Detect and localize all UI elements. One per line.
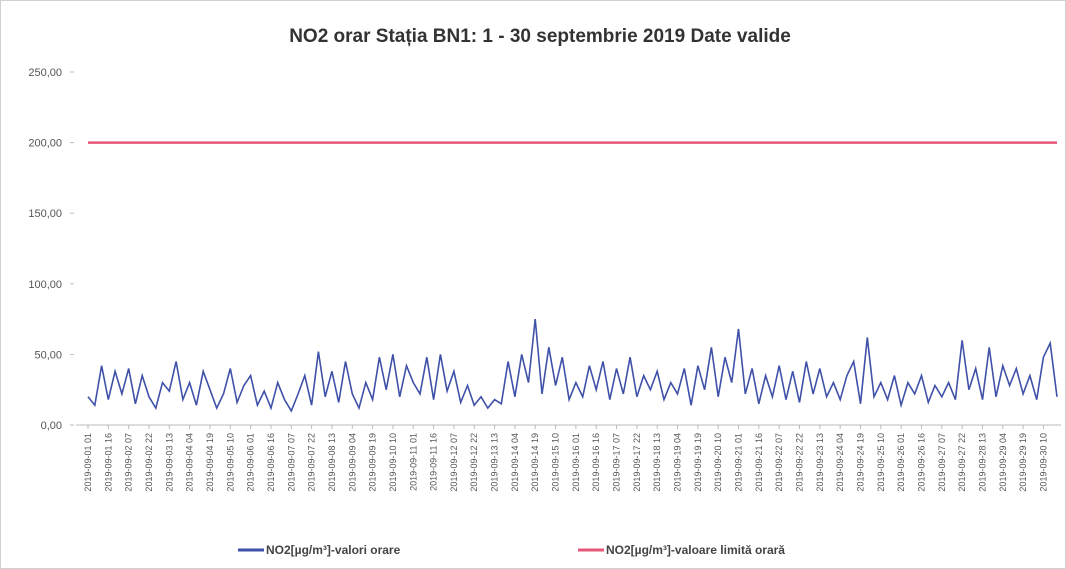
- x-tick-label: 2019-09-05 10: [225, 433, 235, 492]
- x-tick-label: 2019-09-21 01: [734, 433, 744, 492]
- x-tick-label: 2019-09-25 10: [876, 433, 886, 492]
- x-tick-label: 2019-09-04 19: [205, 433, 215, 492]
- x-tick-label: 2019-09-17 07: [612, 433, 622, 492]
- legend-item: NO2[µg/m³]-valoare limită orară: [578, 543, 785, 557]
- y-tick-label: 0,00: [41, 420, 62, 432]
- x-tick-label: 2019-09-02 22: [144, 433, 154, 492]
- x-tick-label: 2019-09-04 04: [185, 433, 195, 492]
- x-tick-label: 2019-09-24 19: [855, 433, 865, 492]
- x-tick-label: 2019-09-13 13: [490, 433, 500, 492]
- x-tick-label: 2019-09-07 07: [286, 433, 296, 492]
- x-tick-label: 2019-09-27 22: [957, 433, 967, 492]
- x-tick-label: 2019-09-26 16: [916, 433, 926, 492]
- x-tick-label: 2019-09-10 10: [388, 433, 398, 492]
- x-tick-label: 2019-09-24 04: [835, 433, 845, 492]
- legend-item: NO2[µg/m³]-valori orare: [238, 543, 401, 557]
- x-tick-label: 2019-09-19 19: [693, 433, 703, 492]
- x-tick-label: 2019-09-26 01: [896, 433, 906, 492]
- x-tick-label: 2019-09-17 22: [632, 433, 642, 492]
- series-line: [87, 319, 1058, 413]
- x-tick-label: 2019-09-16 16: [591, 433, 601, 492]
- x-tick-label: 2019-09-18 13: [652, 433, 662, 492]
- x-tick-label: 2019-09-29 04: [998, 433, 1008, 492]
- x-tick-label: 2019-09-09 04: [347, 433, 357, 492]
- x-tick-label: 2019-09-06 01: [246, 433, 256, 492]
- x-tick-label: 2019-09-01 01: [83, 433, 93, 492]
- x-tick-label: 2019-09-02 07: [124, 433, 134, 492]
- x-tick-label: 2019-09-03 13: [164, 433, 174, 492]
- x-tick-label: 2019-09-12 07: [449, 433, 459, 492]
- y-tick-label: 50,00: [34, 349, 62, 361]
- legend-label: NO2[µg/m³]-valoare limită orară: [606, 543, 785, 557]
- x-tick-label: 2019-09-22 07: [774, 433, 784, 492]
- x-tick-label: 2019-09-08 13: [327, 433, 337, 492]
- x-tick-label: 2019-09-30 10: [1038, 433, 1048, 492]
- x-tick-label: 2019-09-11 01: [408, 433, 418, 491]
- x-tick-label: 2019-09-19 04: [673, 433, 683, 492]
- y-tick-label: 250,00: [28, 67, 62, 79]
- y-tick-label: 150,00: [28, 208, 62, 220]
- x-tick-label: 2019-09-21 16: [754, 433, 764, 492]
- x-tick-label: 2019-09-23 13: [815, 433, 825, 492]
- x-tick-label: 2019-09-22 22: [795, 433, 805, 492]
- y-tick-label: 200,00: [28, 138, 62, 150]
- x-tick-label: 2019-09-01 16: [103, 433, 113, 492]
- x-tick-label: 2019-09-06 16: [266, 433, 276, 492]
- x-tick-label: 2019-09-09 19: [368, 433, 378, 492]
- y-tick-label: 100,00: [28, 279, 62, 291]
- x-tick-label: 2019-09-07 22: [307, 433, 317, 492]
- chart-title: NO2 orar Stația BN1: 1 - 30 septembrie 2…: [289, 26, 791, 47]
- x-tick-label: 2019-09-12 22: [469, 433, 479, 492]
- x-tick-label: 2019-09-27 07: [937, 433, 947, 492]
- x-tick-label: 2019-09-28 13: [977, 433, 987, 492]
- x-tick-label: 2019-09-14 04: [510, 433, 520, 492]
- x-tick-label: 2019-09-29 19: [1018, 433, 1028, 492]
- legend-label: NO2[µg/m³]-valori orare: [266, 543, 401, 557]
- x-tick-label: 2019-09-15 10: [551, 433, 561, 492]
- x-tick-label: 2019-09-20 10: [713, 433, 723, 492]
- x-tick-label: 2019-09-11 16: [429, 433, 439, 491]
- x-tick-label: 2019-09-16 01: [571, 433, 581, 492]
- x-tick-label: 2019-09-14 19: [530, 433, 540, 492]
